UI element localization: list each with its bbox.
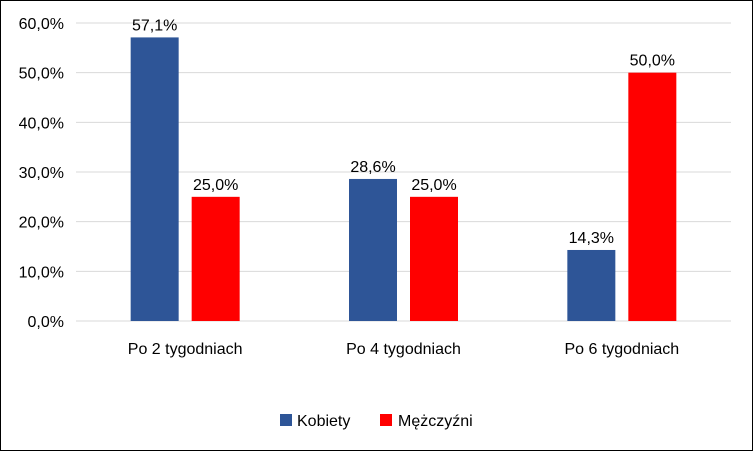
data-label: 50,0% — [630, 53, 675, 70]
category-label: Po 4 tygodniach — [346, 341, 461, 358]
data-label: 25,0% — [193, 177, 238, 194]
y-tick-label: 20,0% — [19, 215, 64, 232]
legend-swatch — [280, 414, 292, 426]
x-axis-category-labels: Po 2 tygodniach Po 4 tygodniach Po 6 tygod… — [128, 341, 679, 358]
y-axis-tick-labels: 0,0% 10,0% 20,0% 30,0% 40,0% 50,0% 60,0% — [19, 16, 64, 331]
bar-kobiety — [130, 37, 179, 322]
data-label: 14,3% — [569, 230, 614, 247]
data-labels: 57,1% 25,0% 28,6% 25,0% 14,3% 50,0% — [132, 17, 675, 247]
y-tick-label: 30,0% — [19, 165, 64, 182]
bars — [130, 37, 677, 322]
data-label: 57,1% — [132, 17, 177, 34]
y-tick-label: 50,0% — [19, 66, 64, 83]
data-label: 28,6% — [350, 159, 395, 176]
category-label: Po 2 tygodniach — [128, 341, 243, 358]
legend-swatch — [380, 414, 392, 426]
data-label: 25,0% — [411, 177, 456, 194]
category-label: Po 6 tygodniach — [564, 341, 679, 358]
y-tick-label: 0,0% — [28, 314, 64, 331]
bar-mezczyzni — [410, 196, 458, 321]
bar-kobiety — [349, 178, 397, 321]
legend: Kobiety Mężczyźni — [280, 413, 473, 430]
legend-label: Kobiety — [297, 413, 350, 430]
bar-mezczyzni — [191, 196, 240, 321]
gridlines — [76, 22, 731, 322]
legend-label: Mężczyźni — [398, 413, 473, 430]
bar-kobiety — [567, 249, 616, 321]
y-tick-label: 60,0% — [19, 16, 64, 33]
bar-mezczyzni — [628, 72, 677, 322]
y-tick-label: 10,0% — [19, 264, 64, 281]
y-tick-label: 40,0% — [19, 115, 64, 132]
